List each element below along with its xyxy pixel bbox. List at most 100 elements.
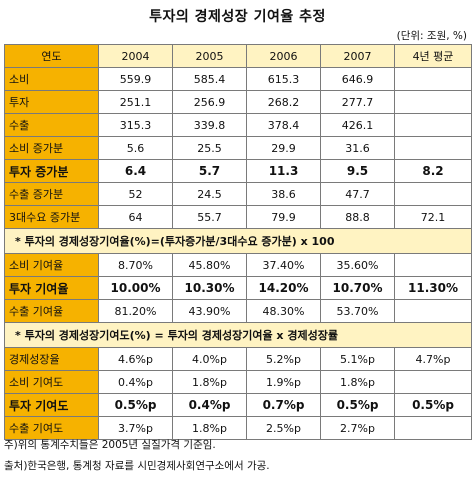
- table-row: 소비 증가분 5.6 25.5 29.9 31.6: [4, 136, 472, 160]
- row-label: 수출 기여율: [4, 299, 99, 323]
- table-cell: 646.9: [320, 67, 395, 91]
- table-cell: 559.9: [98, 67, 173, 91]
- table-cell: 72.1: [394, 205, 472, 229]
- table-cell: [394, 136, 472, 160]
- table-cell: 3.7%p: [98, 416, 173, 440]
- table-cell: [394, 253, 472, 277]
- row-label: 투자: [4, 90, 99, 114]
- table-cell: 48.30%: [246, 299, 321, 323]
- table-cell: 10.00%: [98, 276, 173, 300]
- table-cell: 81.20%: [98, 299, 173, 323]
- table-row-highlight: 투자 기여도 0.5%p 0.4%p 0.7%p 0.5%p 0.5%p: [4, 393, 472, 417]
- table-cell: 585.4: [172, 67, 247, 91]
- table-cell: 5.7: [172, 159, 247, 183]
- header-4yr-average: 4년 평균: [394, 44, 472, 68]
- table-cell: 5.2%p: [246, 347, 321, 371]
- row-label: 투자 증가분: [4, 159, 99, 183]
- table-row: 수출 기여율 81.20% 43.90% 48.30% 53.70%: [4, 299, 472, 323]
- table-row: 투자 251.1 256.9 268.2 277.7: [4, 90, 472, 114]
- table-cell: [394, 90, 472, 114]
- table-cell: 8.2: [394, 159, 472, 183]
- table-cell: 79.9: [246, 205, 321, 229]
- formula-band-row: * 투자의 경제성장기여율(%)=(투자증가분/3대수요 증가분) x 100: [4, 228, 472, 254]
- formula-band-row: * 투자의 경제성장기여도(%) = 투자의 경제성장기여율 x 경제성장률: [4, 322, 472, 348]
- table-cell: [394, 299, 472, 323]
- table-cell: 0.4%p: [172, 393, 247, 417]
- row-label: 투자 기여도: [4, 393, 99, 417]
- table-cell: 2.7%p: [320, 416, 395, 440]
- table-row-highlight: 투자 기여율 10.00% 10.30% 14.20% 10.70% 11.30…: [4, 276, 472, 300]
- unit-label: (단위: 조원, %): [396, 30, 467, 42]
- table-cell: 315.3: [98, 113, 173, 137]
- table-cell: 0.5%p: [320, 393, 395, 417]
- header-2005: 2005: [172, 44, 247, 68]
- row-label: 투자 기여율: [4, 276, 99, 300]
- table-cell: 0.5%p: [394, 393, 472, 417]
- table-cell: 1.8%p: [172, 370, 247, 394]
- table-cell: 43.90%: [172, 299, 247, 323]
- table-cell: 0.5%p: [98, 393, 173, 417]
- table-cell: 378.4: [246, 113, 321, 137]
- formula-contribution-rate: * 투자의 경제성장기여율(%)=(투자증가분/3대수요 증가분) x 100: [4, 228, 472, 254]
- table-cell: 14.20%: [246, 276, 321, 300]
- table-cell: 35.60%: [320, 253, 395, 277]
- table-cell: 0.7%p: [246, 393, 321, 417]
- table-cell: 6.4: [98, 159, 173, 183]
- table-cell: 10.70%: [320, 276, 395, 300]
- source-note: 출처)한국은행, 통계청 자료를 시민경제사회연구소에서 가공.: [4, 460, 270, 472]
- row-label: 소비 기여도: [4, 370, 99, 394]
- table-cell: 55.7: [172, 205, 247, 229]
- row-label: 경제성장율: [4, 347, 99, 371]
- table-cell: 426.1: [320, 113, 395, 137]
- table-cell: 4.0%p: [172, 347, 247, 371]
- table-cell: 5.6: [98, 136, 173, 160]
- header-year: 연도: [4, 44, 99, 68]
- table-cell: 4.6%p: [98, 347, 173, 371]
- row-label: 소비 증가분: [4, 136, 99, 160]
- table-cell: 29.9: [246, 136, 321, 160]
- contribution-table: 연도 2004 2005 2006 2007 4년 평균 소비 559.9 58…: [4, 44, 472, 440]
- table-cell: 64: [98, 205, 173, 229]
- table-cell: 615.3: [246, 67, 321, 91]
- header-row: 연도 2004 2005 2006 2007 4년 평균: [4, 44, 472, 68]
- table-cell: [394, 370, 472, 394]
- table-cell: 4.7%p: [394, 347, 472, 371]
- row-label: 3대수요 증가분: [4, 205, 99, 229]
- table-cell: 8.70%: [98, 253, 173, 277]
- table-cell: 37.40%: [246, 253, 321, 277]
- footnote: 주)위의 통계수치들은 2005년 실질가격 기준임.: [4, 439, 216, 451]
- table-cell: 11.30%: [394, 276, 472, 300]
- table-cell: 339.8: [172, 113, 247, 137]
- table-cell: 38.6: [246, 182, 321, 206]
- table-cell: 53.70%: [320, 299, 395, 323]
- table-cell: 25.5: [172, 136, 247, 160]
- row-label: 소비: [4, 67, 99, 91]
- table-row: 소비 기여도 0.4%p 1.8%p 1.9%p 1.8%p: [4, 370, 472, 394]
- row-label: 수출 기여도: [4, 416, 99, 440]
- table-row: 소비 기여율 8.70% 45.80% 37.40% 35.60%: [4, 253, 472, 277]
- formula-contribution-degree: * 투자의 경제성장기여도(%) = 투자의 경제성장기여율 x 경제성장률: [4, 322, 472, 348]
- header-2006: 2006: [246, 44, 321, 68]
- table-row: 수출 기여도 3.7%p 1.8%p 2.5%p 2.7%p: [4, 416, 472, 440]
- table-cell: 268.2: [246, 90, 321, 114]
- table-row: 3대수요 증가분 64 55.7 79.9 88.8 72.1: [4, 205, 472, 229]
- table-cell: 11.3: [246, 159, 321, 183]
- table-row: 소비 559.9 585.4 615.3 646.9: [4, 67, 472, 91]
- header-2007: 2007: [320, 44, 395, 68]
- table-cell: 52: [98, 182, 173, 206]
- row-label: 수출: [4, 113, 99, 137]
- table-cell: 31.6: [320, 136, 395, 160]
- table-row: 수출 315.3 339.8 378.4 426.1: [4, 113, 472, 137]
- table-cell: 1.9%p: [246, 370, 321, 394]
- table-cell: [394, 182, 472, 206]
- table-cell: 24.5: [172, 182, 247, 206]
- table-cell: 45.80%: [172, 253, 247, 277]
- table-cell: 10.30%: [172, 276, 247, 300]
- row-label: 소비 기여율: [4, 253, 99, 277]
- table-cell: [394, 113, 472, 137]
- table-cell: 9.5: [320, 159, 395, 183]
- table-row-highlight: 투자 증가분 6.4 5.7 11.3 9.5 8.2: [4, 159, 472, 183]
- table-title: 투자의 경제성장 기여율 추정: [149, 9, 326, 25]
- table-cell: 1.8%p: [320, 370, 395, 394]
- table-cell: 47.7: [320, 182, 395, 206]
